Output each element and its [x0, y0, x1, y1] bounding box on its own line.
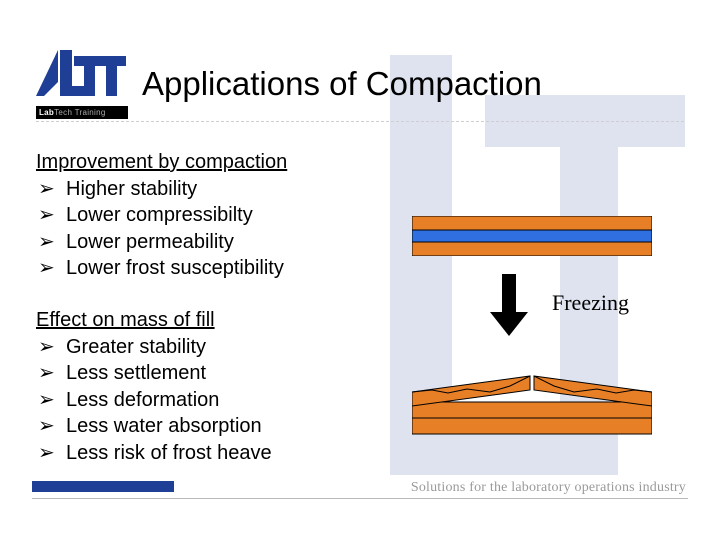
freezing-label: Freezing [552, 290, 629, 316]
list-item-text: Less risk of frost heave [66, 442, 272, 464]
list-item-text: Less deformation [66, 389, 219, 411]
bullet-arrow-icon: ➢ [38, 441, 55, 467]
brand-subtext-lab: Lab [39, 108, 54, 117]
footer-divider [32, 498, 688, 499]
list-item: ➢ Less deformation [36, 388, 416, 414]
bullet-arrow-icon: ➢ [38, 203, 55, 229]
slide: LabTech Training Applications of Compact… [0, 0, 720, 540]
list-item: ➢ Less settlement [36, 361, 416, 387]
bullet-arrow-icon: ➢ [38, 335, 55, 361]
list-item: ➢ Less risk of frost heave [36, 441, 416, 467]
footer-tagline: Solutions for the laboratory operations … [411, 480, 686, 496]
freezing-arrow-icon [490, 274, 528, 336]
diagram-after [412, 358, 652, 432]
diagram-before [412, 216, 652, 256]
list-item: ➢ Lower permeability [36, 230, 416, 256]
list-item-text: Greater stability [66, 336, 206, 358]
bullet-arrow-icon: ➢ [38, 414, 55, 440]
list-item-text: Less settlement [66, 362, 206, 384]
body-content: Improvement by compaction ➢ Higher stabil… [36, 150, 416, 493]
list-item-text: Lower permeability [66, 231, 234, 253]
list-item-text: Lower frost susceptibility [66, 257, 284, 279]
bullet-arrow-icon: ➢ [38, 388, 55, 414]
section2-heading: Effect on mass of fill [36, 308, 416, 334]
section2-list: ➢ Greater stability ➢ Less settlement ➢ Less … [36, 335, 416, 467]
list-item-text: Lower compressibilty [66, 204, 253, 226]
brand-subtext-rest: Tech Training [54, 108, 105, 117]
list-item: ➢ Lower compressibilty [36, 203, 416, 229]
list-item-text: Less water absorption [66, 415, 262, 437]
bullet-arrow-icon: ➢ [38, 256, 55, 282]
list-item: ➢ Greater stability [36, 335, 416, 361]
list-item: ➢ Less water absorption [36, 414, 416, 440]
bullet-arrow-icon: ➢ [38, 230, 55, 256]
list-item-text: Higher stability [66, 178, 197, 200]
watermark-logo [390, 55, 690, 515]
bullet-arrow-icon: ➢ [38, 361, 55, 387]
brand-subtext: LabTech Training [36, 106, 128, 119]
header-divider [36, 121, 684, 122]
section1-list: ➢ Higher stability ➢ Lower compressibilty ➢ L… [36, 177, 416, 282]
section1-heading: Improvement by compaction [36, 150, 416, 176]
brand-logo: LabTech Training [36, 48, 128, 119]
footer-accent-bar [32, 481, 174, 492]
bullet-arrow-icon: ➢ [38, 177, 55, 203]
list-item: ➢ Higher stability [36, 177, 416, 203]
list-item: ➢ Lower frost susceptibility [36, 256, 416, 282]
page-title: Applications of Compaction [142, 65, 542, 103]
